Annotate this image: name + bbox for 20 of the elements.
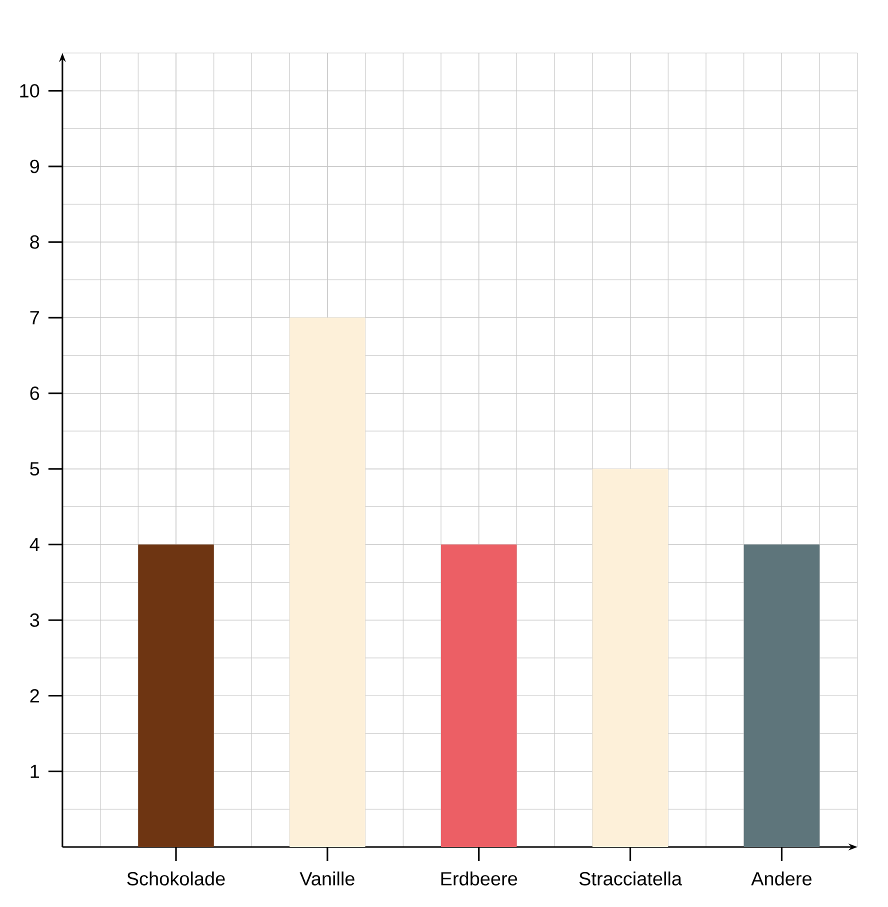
y-tick-label: 9 [30,160,39,174]
y-tick-label: 4 [30,538,40,552]
y-tick-label: 5 [30,462,40,476]
bar [592,468,668,847]
y-tick-label: 2 [30,689,39,702]
x-tick-label: Stracciatella [579,872,682,886]
x-tick-label: Andere [751,872,812,886]
bar [138,544,214,847]
x-tick-label: Erdbeere [441,872,518,886]
y-tick-label: 10 [20,84,40,98]
bar [744,544,820,847]
bar [441,544,517,847]
y-tick-label: 3 [30,613,40,627]
x-tick-label: Schokolade [127,872,225,886]
y-tick-label: 7 [30,311,39,324]
bar [290,318,366,847]
y-tick-label: 1 [30,764,39,778]
x-tick-label: Vanille [300,872,354,886]
y-tick-label: 6 [30,386,40,400]
y-tick-label: 8 [30,235,40,249]
